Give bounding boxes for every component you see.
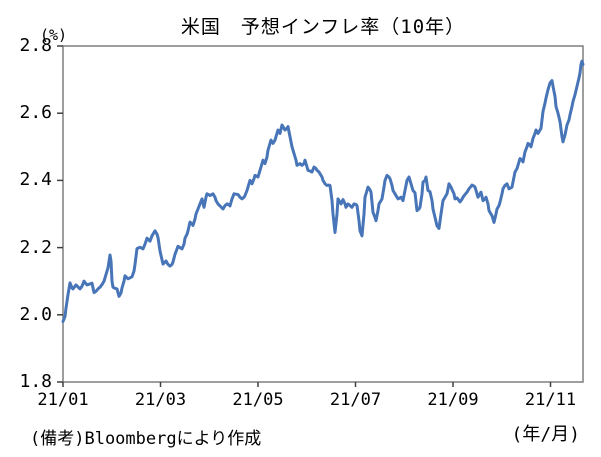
x-tick-label: 21/05 — [232, 390, 284, 410]
chart-title: 米国 予想インフレ率（10年） — [180, 16, 466, 38]
source-note: (備考)Bloombergにより作成 — [30, 429, 262, 449]
y-tick-label: 2.4 — [19, 169, 52, 191]
x-tick-label: 21/09 — [427, 390, 479, 410]
plot-border — [62, 45, 584, 383]
y-tick-label: 2.0 — [19, 303, 52, 325]
x-axis-unit-label: (年/月) — [511, 424, 580, 445]
x-tick-label: 21/11 — [524, 390, 577, 410]
y-axis-unit-label: (%) — [40, 26, 68, 44]
y-tick-label: 2.8 — [19, 35, 52, 56]
y-tick-label: 2.2 — [19, 236, 52, 258]
x-tick-label: 21/03 — [134, 390, 187, 410]
y-tick-label: 1.8 — [19, 371, 52, 392]
inflation-line-series — [61, 59, 585, 323]
x-tick-label: 21/01 — [37, 390, 89, 410]
y-tick-label: 2.6 — [19, 102, 52, 124]
x-tick-label: 21/07 — [329, 390, 382, 410]
